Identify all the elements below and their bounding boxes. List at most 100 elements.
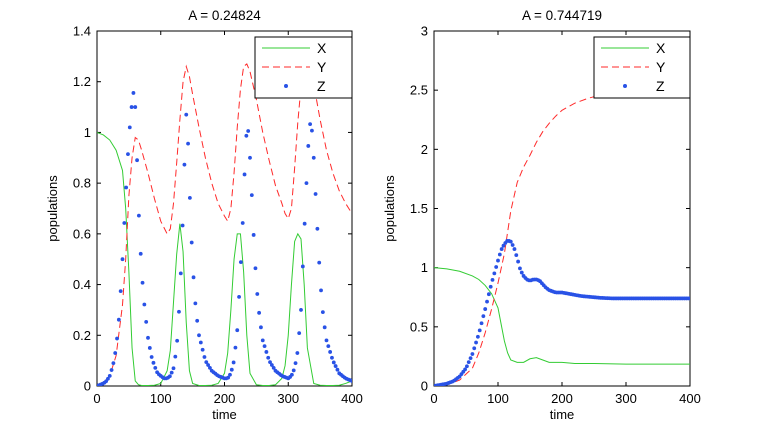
series-z-point <box>131 91 136 95</box>
series-z-point <box>486 292 491 297</box>
series-z-point <box>133 105 138 109</box>
series-z-point <box>518 266 522 271</box>
x-tick-label: 400 <box>679 391 701 406</box>
x-tick-label: 400 <box>341 391 363 406</box>
series-z-point <box>122 221 127 225</box>
series-z-point <box>136 213 141 218</box>
series-z-point <box>496 258 500 263</box>
x-tick-label: 100 <box>487 391 509 406</box>
series-z-point <box>173 354 178 359</box>
y-tick-label: 2 <box>421 142 428 157</box>
y-tick-label: 1.2 <box>73 74 91 89</box>
series-z-point <box>255 292 260 296</box>
series-z-point <box>479 321 484 326</box>
series-z-point <box>299 308 303 312</box>
y-tick-label: 0 <box>84 379 91 394</box>
series-z-point <box>191 275 196 280</box>
series-z-point <box>304 181 309 186</box>
series-z-point <box>302 221 307 226</box>
x-tick-label: 200 <box>214 391 236 406</box>
series-z-point <box>206 363 211 367</box>
series-z-point <box>306 144 311 148</box>
series-z-point <box>475 334 480 339</box>
series-z-point <box>184 112 189 117</box>
series-z-point <box>106 376 110 381</box>
series-z-point <box>202 355 207 359</box>
series-z-point <box>331 360 336 365</box>
series-z-point <box>235 328 240 333</box>
series-z-point <box>499 247 504 251</box>
series-z-point <box>113 351 118 355</box>
series-z-point <box>477 328 482 333</box>
series-z-point <box>264 350 269 354</box>
legend-box <box>593 36 691 99</box>
series-z-point <box>153 365 158 370</box>
series-z-point <box>204 360 209 364</box>
series-z-point <box>249 193 254 198</box>
series-z-point <box>492 271 497 276</box>
legend: XYZ <box>593 36 691 99</box>
series-z-point <box>226 375 231 380</box>
series-z-point <box>195 318 200 323</box>
legend-label: Z <box>656 78 665 94</box>
chart-title: A = 0.744719 <box>522 8 602 23</box>
legend-marker-z <box>623 84 627 88</box>
series-y <box>434 89 690 386</box>
series-z-point <box>266 355 271 360</box>
chart-left: A = 0.24824 0 100 200 300 400 0 0.2 0.4 0.6 0.8 1 1.… <box>45 8 363 422</box>
series-z-point <box>310 128 314 133</box>
series-z-point <box>320 310 325 314</box>
series-z-point <box>295 351 300 355</box>
series-z-point <box>514 253 519 258</box>
series-z-point <box>271 365 276 370</box>
series-z-point <box>490 277 495 282</box>
series-z-point <box>468 356 473 361</box>
series-z-point <box>483 307 488 311</box>
y-tick-label: 1.5 <box>410 201 428 216</box>
series-z-point <box>257 310 262 315</box>
series-z-point <box>193 301 198 306</box>
x-tick-label: 0 <box>93 391 100 406</box>
series-z-point <box>116 317 121 322</box>
series-z-point <box>512 247 517 251</box>
series-z-point <box>142 302 147 307</box>
series-z-point <box>175 338 180 343</box>
series-z-point <box>228 372 232 377</box>
series-z-point <box>519 270 524 275</box>
series-z-point <box>308 122 313 126</box>
series-z-point <box>127 125 132 130</box>
series-y-line <box>434 89 690 386</box>
series-z-point <box>237 294 241 299</box>
series-z-point <box>328 350 333 354</box>
y-tick-label: 0.5 <box>410 319 428 334</box>
series-z-point <box>494 265 499 269</box>
series-z-point <box>140 280 145 285</box>
series-z <box>97 91 352 386</box>
series-z-point <box>269 363 274 367</box>
series-z-point <box>115 336 119 341</box>
x-tick-label: 100 <box>150 391 172 406</box>
y-tick-label: 0 <box>421 379 428 394</box>
y-tick-label: 0.2 <box>73 328 91 343</box>
series-z-point <box>180 223 185 228</box>
series-z-point <box>253 266 258 271</box>
series-z-point <box>147 346 152 350</box>
y-tick-label: 0.8 <box>73 176 91 191</box>
y-tick-label: 1 <box>421 260 428 275</box>
series-z-point <box>120 257 125 262</box>
series-z-point <box>126 152 130 157</box>
legend-label: Y <box>656 59 666 75</box>
series-z-point <box>146 335 150 340</box>
y-tick-label: 0.4 <box>73 277 91 292</box>
series-z-point <box>233 345 238 350</box>
x-tick-label: 300 <box>615 391 637 406</box>
series-z-point <box>238 260 243 265</box>
series-z-point <box>231 360 236 365</box>
series-z-point <box>497 252 502 257</box>
series-z-point <box>510 243 515 247</box>
series-z-point <box>317 260 322 265</box>
series-z-point <box>229 367 234 372</box>
series-z-point <box>242 172 247 177</box>
series-z-point <box>488 284 493 289</box>
series-z-point <box>688 296 690 301</box>
